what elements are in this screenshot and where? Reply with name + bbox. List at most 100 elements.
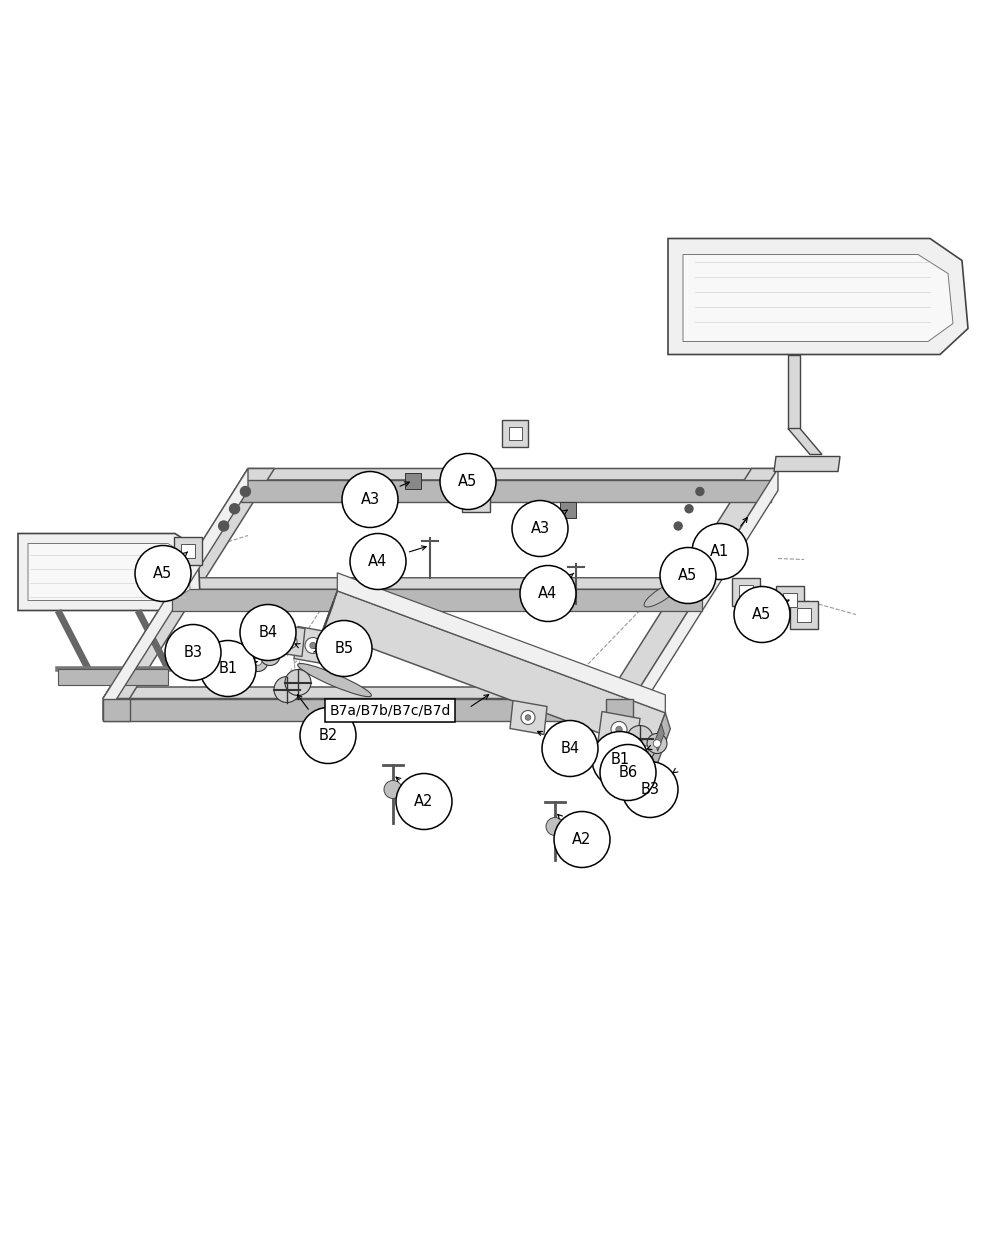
Circle shape <box>660 547 716 603</box>
Circle shape <box>240 487 250 497</box>
Circle shape <box>622 762 678 817</box>
Polygon shape <box>738 584 753 598</box>
Polygon shape <box>241 480 771 502</box>
Text: A3: A3 <box>360 492 380 507</box>
Circle shape <box>525 715 531 720</box>
Polygon shape <box>788 429 822 455</box>
Circle shape <box>542 720 598 777</box>
Circle shape <box>274 677 300 703</box>
Polygon shape <box>18 534 200 610</box>
Text: A4: A4 <box>368 554 388 568</box>
Polygon shape <box>774 456 840 471</box>
Polygon shape <box>103 687 640 699</box>
Text: B5: B5 <box>334 641 354 656</box>
Text: B2: B2 <box>318 727 338 743</box>
Circle shape <box>219 522 229 531</box>
Polygon shape <box>241 469 778 480</box>
Circle shape <box>300 708 356 763</box>
Text: B3: B3 <box>640 782 660 797</box>
Polygon shape <box>405 472 421 488</box>
Text: B3: B3 <box>184 645 202 660</box>
Circle shape <box>200 640 256 697</box>
Polygon shape <box>103 699 130 720</box>
Circle shape <box>653 740 661 747</box>
Text: B4: B4 <box>560 741 580 756</box>
Polygon shape <box>606 469 778 699</box>
Circle shape <box>641 746 649 753</box>
Circle shape <box>627 725 653 751</box>
Circle shape <box>165 624 221 681</box>
Circle shape <box>350 534 406 589</box>
Polygon shape <box>797 608 811 621</box>
Polygon shape <box>103 469 248 720</box>
Ellipse shape <box>298 663 371 697</box>
Circle shape <box>266 652 274 660</box>
Polygon shape <box>783 593 797 607</box>
Polygon shape <box>145 566 174 593</box>
Circle shape <box>342 471 398 528</box>
Circle shape <box>396 773 452 830</box>
Circle shape <box>521 710 535 725</box>
Circle shape <box>240 604 296 661</box>
Circle shape <box>635 740 655 760</box>
Circle shape <box>674 522 682 530</box>
Circle shape <box>647 734 667 753</box>
Text: B7a/B7b/B7c/B7d: B7a/B7b/B7c/B7d <box>329 704 451 718</box>
Polygon shape <box>324 602 333 629</box>
Circle shape <box>287 639 293 645</box>
Text: B1: B1 <box>610 752 630 767</box>
Circle shape <box>611 721 627 737</box>
Circle shape <box>600 745 656 800</box>
Polygon shape <box>58 668 168 684</box>
Polygon shape <box>633 469 778 720</box>
Polygon shape <box>28 544 190 600</box>
Ellipse shape <box>644 583 678 607</box>
Text: A5: A5 <box>752 607 772 621</box>
Polygon shape <box>103 469 274 699</box>
Circle shape <box>254 657 262 666</box>
Polygon shape <box>790 600 818 629</box>
Text: A4: A4 <box>538 586 558 600</box>
Polygon shape <box>598 711 640 748</box>
Polygon shape <box>174 536 202 565</box>
Polygon shape <box>651 713 670 768</box>
Circle shape <box>230 504 240 514</box>
Text: A2: A2 <box>572 832 592 847</box>
Polygon shape <box>510 700 547 735</box>
Circle shape <box>283 635 297 649</box>
Polygon shape <box>509 427 522 440</box>
Circle shape <box>384 780 402 799</box>
Circle shape <box>310 642 316 649</box>
Polygon shape <box>776 586 804 614</box>
Circle shape <box>616 726 622 732</box>
Polygon shape <box>560 502 576 518</box>
Polygon shape <box>655 724 664 751</box>
Text: A5: A5 <box>678 568 698 583</box>
Circle shape <box>592 731 648 788</box>
Text: A1: A1 <box>710 544 730 559</box>
Polygon shape <box>318 591 337 646</box>
Circle shape <box>316 620 372 677</box>
Polygon shape <box>606 699 633 720</box>
Text: A3: A3 <box>530 522 550 536</box>
Circle shape <box>546 817 564 836</box>
Circle shape <box>520 566 576 621</box>
Polygon shape <box>683 254 953 342</box>
Circle shape <box>554 811 610 868</box>
Circle shape <box>692 524 748 580</box>
Polygon shape <box>323 591 665 752</box>
Polygon shape <box>732 577 760 605</box>
Polygon shape <box>172 578 709 589</box>
Text: A2: A2 <box>414 794 434 809</box>
Polygon shape <box>469 491 483 504</box>
Polygon shape <box>502 420 528 446</box>
Polygon shape <box>276 624 305 656</box>
Circle shape <box>260 646 280 666</box>
Circle shape <box>685 504 693 513</box>
Polygon shape <box>788 355 800 429</box>
Circle shape <box>512 501 568 556</box>
Circle shape <box>285 670 311 695</box>
Polygon shape <box>152 572 166 587</box>
Text: B4: B4 <box>258 625 278 640</box>
Circle shape <box>305 637 321 653</box>
